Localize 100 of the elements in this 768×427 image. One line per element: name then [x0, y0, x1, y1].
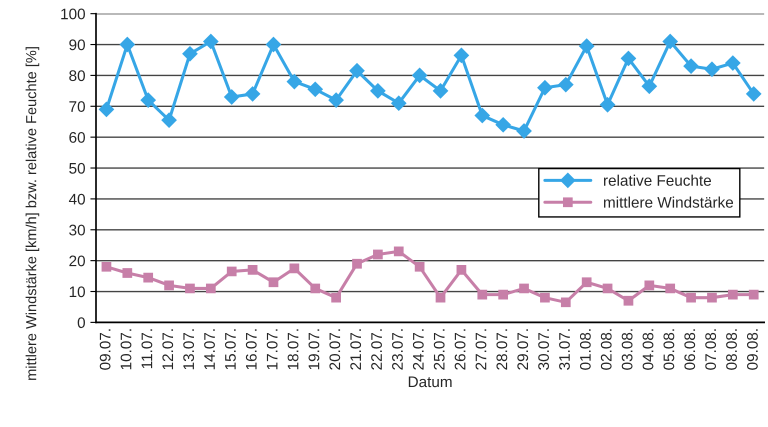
x-tick-label: 17.07.: [266, 329, 278, 370]
point: [728, 290, 738, 300]
point: [707, 292, 717, 303]
point: [474, 108, 490, 124]
point: [477, 290, 488, 300]
y-tick-label: 10: [70, 286, 85, 298]
y-tick-label: 80: [69, 70, 85, 82]
legend-label: relative Feuchte: [604, 174, 711, 186]
point: [266, 36, 282, 52]
point: [248, 265, 258, 275]
point: [412, 68, 428, 84]
point: [519, 284, 529, 294]
point: [748, 290, 759, 300]
y-tick-label: 20: [69, 256, 85, 266]
y-tick-label: 90: [69, 39, 85, 50]
point: [161, 112, 177, 128]
y-tick-label: 60: [69, 132, 85, 143]
x-tick-label: 08.08.: [726, 329, 737, 370]
point: [224, 89, 240, 105]
point: [724, 55, 741, 71]
point: [143, 272, 154, 282]
x-tick-label: 27.07.: [476, 329, 486, 370]
point: [600, 96, 616, 113]
point: [495, 116, 512, 133]
point: [436, 292, 446, 303]
point: [454, 47, 470, 64]
x-tick-label: 09.08.: [747, 329, 758, 370]
point: [349, 62, 365, 79]
point: [185, 284, 195, 294]
x-tick-label: 15.07.: [225, 329, 236, 370]
point: [331, 292, 341, 303]
x-tick-label: 04.08.: [642, 329, 654, 370]
point: [537, 80, 553, 96]
point: [307, 81, 324, 98]
legend-label: mittlere Windstärke: [604, 196, 734, 208]
x-tick-label: 02.08.: [600, 329, 612, 370]
point: [206, 284, 216, 294]
x-tick-label: 16.07.: [246, 329, 257, 370]
y-tick-label: 0: [78, 317, 85, 328]
x-tick-label: 29.07.: [517, 329, 528, 370]
point: [182, 46, 198, 62]
x-tick-label: 10.07.: [120, 329, 132, 370]
x-tick-label: 22.07.: [371, 329, 382, 370]
point: [140, 92, 156, 108]
x-tick-label: 30.07.: [538, 329, 550, 370]
point: [328, 92, 344, 108]
y-tick-label: 50: [69, 162, 85, 174]
point: [390, 95, 407, 112]
point: [602, 284, 612, 294]
point: [560, 297, 571, 308]
point: [122, 268, 132, 278]
point: [498, 290, 508, 300]
x-axis-title: Datum: [408, 376, 452, 388]
point: [373, 250, 383, 260]
point: [662, 34, 678, 50]
x-tick-label: 06.08.: [684, 329, 696, 370]
point: [310, 284, 320, 294]
point: [582, 277, 592, 288]
x-tick-label: 18.07.: [288, 329, 298, 370]
point: [746, 86, 762, 102]
point: [244, 86, 260, 102]
point: [665, 284, 676, 294]
x-tick-label: 31.07.: [559, 329, 570, 370]
x-tick-label: 24.07.: [412, 329, 424, 370]
x-tick-label: 23.07.: [392, 329, 403, 370]
point: [290, 263, 300, 274]
x-tick-label: 26.07.: [454, 329, 466, 370]
point: [683, 58, 699, 74]
point: [286, 74, 302, 90]
x-tick-label: 11.07.: [141, 329, 152, 368]
point: [202, 34, 219, 50]
x-tick-label: 14.07.: [204, 329, 215, 370]
x-tick-label: 01.08.: [580, 329, 591, 370]
point: [704, 61, 720, 78]
x-tick-label: 12.07.: [162, 329, 174, 370]
x-tick-label: 20.07.: [329, 329, 340, 370]
point: [516, 123, 532, 139]
point: [432, 82, 448, 99]
point: [456, 265, 466, 275]
point: [102, 262, 112, 272]
x-tick-label: 03.08.: [622, 329, 633, 370]
x-tick-label: 19.07.: [308, 329, 320, 370]
x-tick-label: 05.08.: [663, 329, 674, 370]
point: [268, 277, 278, 288]
y-tick-label: 30: [69, 224, 85, 236]
point: [540, 292, 550, 303]
point: [370, 82, 386, 99]
point: [641, 78, 658, 94]
y-axis-title: mittlere Windstärke [km/h] bzw. relative Feuchte [%]: [26, 47, 40, 380]
x-tick-label: 07.08.: [705, 329, 716, 370]
point: [164, 280, 174, 290]
point: [98, 102, 114, 118]
point: [414, 262, 424, 272]
point: [578, 38, 595, 54]
y-tick-label: 40: [68, 194, 85, 205]
x-tick-label: 09.07.: [100, 329, 111, 370]
x-tick-label: 25.07.: [434, 329, 445, 370]
point: [119, 36, 136, 52]
point: [644, 280, 654, 290]
point: [558, 76, 574, 93]
